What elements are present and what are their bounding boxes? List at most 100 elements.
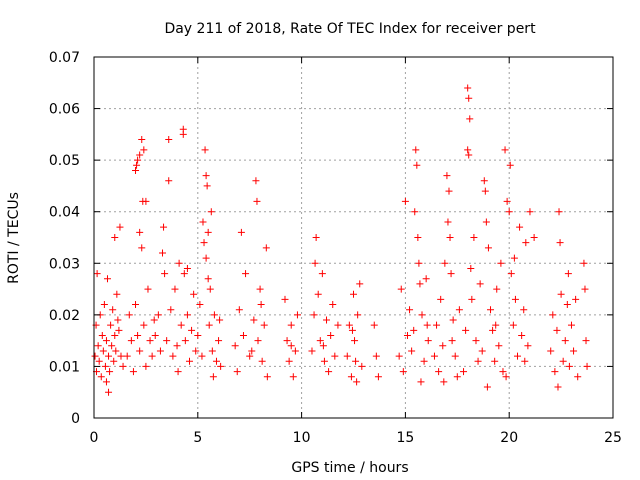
data-point — [160, 223, 168, 231]
data-point — [524, 342, 532, 350]
data-point — [505, 208, 513, 216]
data-point — [351, 337, 359, 345]
data-point — [156, 347, 164, 355]
x-tick-label: 25 — [604, 430, 622, 446]
data-point — [140, 146, 148, 154]
axis-ticks: 0 5 10 15 20 25 0 0.01 0.02 0.03 0.04 0.05 0.06 0.07 — [49, 50, 622, 446]
data-point — [551, 368, 559, 376]
data-point — [347, 373, 355, 381]
data-point — [177, 321, 185, 329]
data-point — [530, 234, 538, 241]
data-point — [183, 264, 191, 272]
data-point — [110, 357, 118, 365]
data-point — [204, 275, 212, 283]
data-point — [109, 306, 117, 314]
data-point — [202, 172, 210, 180]
data-point — [352, 357, 360, 365]
data-point — [480, 177, 488, 185]
data-point — [449, 316, 457, 324]
data-point — [572, 295, 580, 303]
data-point — [119, 362, 127, 370]
data-point — [169, 352, 177, 360]
data-point — [509, 321, 517, 329]
data-point — [556, 239, 564, 247]
data-point — [215, 337, 223, 345]
data-point — [444, 218, 452, 226]
data-point — [94, 342, 102, 350]
data-point — [257, 301, 265, 309]
data-point — [196, 301, 204, 309]
data-point — [521, 357, 529, 365]
data-point — [212, 357, 220, 365]
data-point — [467, 264, 475, 272]
data-point — [468, 295, 476, 303]
data-point — [350, 290, 357, 298]
data-point — [138, 136, 146, 144]
data-point — [154, 311, 162, 319]
data-point — [549, 311, 557, 319]
data-point — [289, 373, 297, 381]
data-point — [565, 362, 573, 370]
data-point — [453, 373, 461, 381]
data-point — [103, 275, 111, 283]
data-point — [99, 347, 107, 355]
data-point — [334, 321, 342, 329]
x-tick-label: 0 — [90, 430, 99, 446]
data-point — [185, 357, 193, 365]
data-point — [167, 306, 175, 314]
data-point — [411, 208, 419, 216]
data-point — [466, 115, 474, 123]
data-point — [343, 352, 351, 360]
plot-frame — [93, 56, 614, 419]
y-tick-label: 0.04 — [49, 205, 80, 221]
data-point — [418, 311, 426, 319]
data-point — [403, 331, 411, 339]
data-point — [260, 321, 268, 329]
data-point — [464, 146, 472, 154]
data-point — [136, 151, 144, 159]
data-point — [451, 352, 459, 360]
data-point — [514, 352, 522, 360]
data-point — [165, 136, 173, 144]
data-point — [205, 321, 213, 329]
data-point — [163, 337, 171, 345]
data-point — [502, 373, 510, 381]
data-point — [583, 362, 591, 370]
data-point — [116, 223, 124, 231]
data-point — [203, 182, 211, 190]
data-point — [200, 239, 208, 247]
data-point — [254, 337, 262, 345]
data-point — [554, 383, 562, 391]
data-point — [470, 234, 478, 241]
data-point — [235, 306, 243, 314]
data-point — [492, 321, 500, 329]
data-point — [105, 352, 113, 360]
data-point — [318, 270, 326, 278]
data-point — [93, 270, 101, 278]
data-point — [462, 326, 470, 334]
data-point — [239, 331, 247, 339]
data-point — [325, 368, 333, 376]
data-point — [420, 357, 428, 365]
data-point — [320, 357, 328, 365]
data-point — [133, 161, 141, 169]
data-point — [111, 234, 119, 241]
data-point — [207, 208, 215, 216]
y-tick-label: 0 — [71, 411, 80, 427]
data-point — [198, 352, 206, 360]
data-point — [263, 373, 271, 381]
data-point — [465, 94, 473, 102]
data-point — [516, 223, 524, 231]
data-point — [489, 326, 497, 334]
data-point — [395, 352, 403, 360]
y-tick-label: 0.06 — [49, 102, 80, 118]
data-point — [445, 187, 453, 195]
x-tick-label: 5 — [193, 430, 202, 446]
data-point — [448, 337, 456, 345]
data-point — [472, 337, 480, 345]
data-point — [250, 316, 258, 324]
data-point — [129, 368, 137, 376]
data-point — [553, 326, 561, 334]
data-point — [484, 244, 492, 252]
data-point — [316, 337, 324, 345]
